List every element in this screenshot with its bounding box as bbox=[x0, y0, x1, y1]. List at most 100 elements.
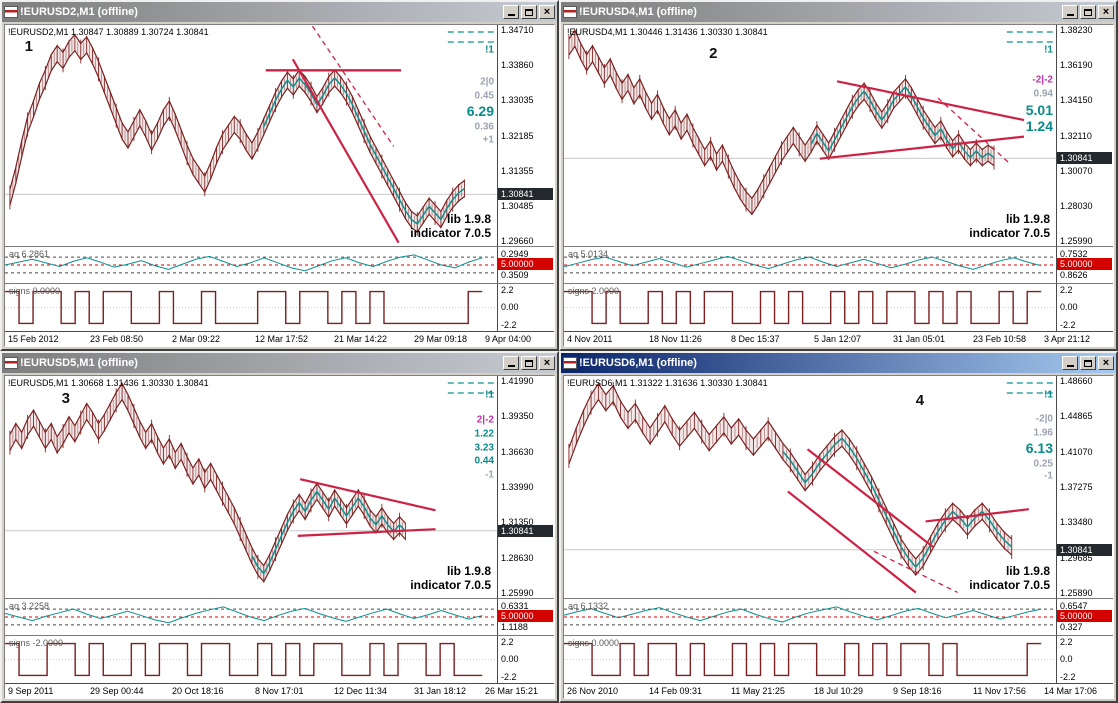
window-close-button[interactable]: × bbox=[539, 5, 555, 19]
maximize-icon bbox=[1084, 8, 1092, 16]
price-scale-label: 1.32110 bbox=[1060, 131, 1092, 141]
annotation-value: -1 bbox=[485, 469, 494, 481]
price-scale[interactable]: 1.30841 1.38230 1.36190 1.34150 1.32110 1.30… bbox=[1056, 25, 1113, 246]
price-scale-label: 1.33860 bbox=[501, 60, 534, 70]
signs-scale[interactable]: 2.2 0.00 -2.2 bbox=[1056, 283, 1113, 331]
price-scale-label: 1.36630 bbox=[501, 447, 534, 457]
window-close-button[interactable]: × bbox=[1098, 5, 1114, 19]
version-overlay: lib 1.9.8 indicator 7.0.5 bbox=[410, 564, 491, 592]
signs-scale-max: 2.2 bbox=[1060, 637, 1073, 647]
chart-number-marker: 4 bbox=[915, 391, 925, 409]
chart-area[interactable]: !EURUSD2,M1 1.30847 1.30889 1.30724 1.30… bbox=[4, 24, 555, 347]
window-minimize-button[interactable] bbox=[503, 5, 519, 19]
window-minimize-button[interactable] bbox=[503, 356, 519, 370]
window-maximize-button[interactable] bbox=[1080, 5, 1096, 19]
aq-scale[interactable]: 0.2949 5.00000 0.3509 bbox=[497, 246, 554, 283]
indicator-version: indicator 7.0.5 bbox=[410, 578, 491, 592]
time-axis[interactable]: 26 Nov 2010 14 Feb 09:31 11 May 21:25 18 Ju… bbox=[564, 683, 1113, 698]
aq-scale[interactable]: 0.6547 5.00000 0.327 bbox=[1056, 598, 1113, 635]
chart-area[interactable]: !EURUSD6,M1 1.31322 1.31636 1.30330 1.30… bbox=[563, 375, 1114, 699]
price-scale-label: 1.33035 bbox=[501, 95, 534, 105]
time-axis-label: 18 Nov 11:26 bbox=[649, 334, 702, 344]
window-title: !EURUSD4,M1 (offline) bbox=[579, 6, 697, 18]
window-maximize-button[interactable] bbox=[1080, 356, 1096, 370]
close-icon: × bbox=[1102, 356, 1110, 369]
annotation-value: !1 bbox=[485, 44, 494, 56]
chart-area[interactable]: !EURUSD5,M1 1.30668 1.31436 1.30330 1.30… bbox=[4, 375, 555, 699]
main-price-panel[interactable]: !EURUSD4,M1 1.30446 1.31436 1.30330 1.30… bbox=[564, 25, 1056, 246]
window-titlebar[interactable]: !EURUSD2,M1 (offline) × bbox=[2, 2, 557, 22]
price-scale-label: 1.33990 bbox=[501, 482, 534, 492]
offline-chart-icon bbox=[4, 6, 18, 18]
price-scale[interactable]: 1.30841 1.34710 1.33860 1.33035 1.32185 1.31… bbox=[497, 25, 554, 246]
annotation-value: 0.36 bbox=[474, 121, 494, 133]
window-title: !EURUSD5,M1 (offline) bbox=[20, 357, 138, 369]
window-close-button[interactable]: × bbox=[539, 356, 555, 370]
aq-indicator-label: aq 3.2258 bbox=[9, 601, 50, 611]
price-scale-label: 1.25890 bbox=[1060, 588, 1093, 598]
time-axis-label: 14 Feb 09:31 bbox=[649, 686, 703, 696]
window-minimize-button[interactable] bbox=[1062, 356, 1078, 370]
main-price-panel[interactable]: !EURUSD2,M1 1.30847 1.30889 1.30724 1.30… bbox=[5, 25, 497, 246]
price-scale-label: 1.38230 bbox=[1060, 25, 1093, 35]
indicator-version: indicator 7.0.5 bbox=[969, 226, 1050, 240]
price-scale-label: 1.28030 bbox=[1060, 201, 1093, 211]
aq-level-badge: 5.00000 bbox=[498, 610, 553, 622]
signs-scale[interactable]: 2.2 0.00 -2.2 bbox=[497, 635, 554, 683]
signs-scale-max: 2.2 bbox=[501, 285, 514, 295]
time-axis-label: 12 Dec 11:34 bbox=[334, 686, 387, 696]
main-price-panel[interactable]: !EURUSD6,M1 1.31322 1.31636 1.30330 1.30… bbox=[564, 376, 1056, 598]
time-axis[interactable]: 15 Feb 2012 23 Feb 08:50 2 Mar 09:22 12 Mar… bbox=[5, 331, 554, 346]
window-close-button[interactable]: × bbox=[1098, 356, 1114, 370]
signs-scale[interactable]: 2.2 0.0 -2.2 bbox=[1056, 635, 1113, 683]
maximize-icon bbox=[525, 8, 533, 16]
window-maximize-button[interactable] bbox=[521, 356, 537, 370]
aq-level-badge: 5.00000 bbox=[1057, 258, 1112, 270]
annotation-value: 2|0 bbox=[480, 76, 494, 88]
window-title: !EURUSD2,M1 (offline) bbox=[20, 6, 138, 18]
time-axis[interactable]: 4 Nov 2011 18 Nov 11:26 8 Dec 15:37 5 Jan 1… bbox=[564, 331, 1113, 346]
signs-scale[interactable]: 2.2 0.00 -2.2 bbox=[497, 283, 554, 331]
minimize-icon bbox=[507, 14, 515, 16]
aq-indicator-panel[interactable]: aq 5.0134 bbox=[564, 246, 1056, 283]
aq-indicator-panel[interactable]: aq 6.2861 bbox=[5, 246, 497, 283]
price-scale[interactable]: 1.30841 1.48660 1.44865 1.41070 1.37275 1.33… bbox=[1056, 376, 1113, 598]
indicator-version: indicator 7.0.5 bbox=[410, 226, 491, 240]
price-series-plot bbox=[564, 29, 1056, 216]
time-axis-label: 3 Apr 21:12 bbox=[1044, 334, 1091, 344]
signs-indicator-panel[interactable]: signs 2.0000 bbox=[564, 283, 1056, 331]
aq-level-badge: 5.00000 bbox=[1057, 610, 1112, 622]
window-titlebar[interactable]: !EURUSD5,M1 (offline) × bbox=[2, 353, 557, 373]
aq-scale[interactable]: 0.7532 5.00000 0.8626 bbox=[1056, 246, 1113, 283]
window-maximize-button[interactable] bbox=[521, 5, 537, 19]
aq-indicator-label: aq 6.2861 bbox=[9, 249, 50, 259]
aq-indicator-panel[interactable]: aq 6.1332 bbox=[564, 598, 1056, 635]
price-scale-label: 1.48660 bbox=[1060, 376, 1093, 386]
signs-scale-min: -2.2 bbox=[501, 672, 517, 682]
window-minimize-button[interactable] bbox=[1062, 5, 1078, 19]
signs-indicator-panel[interactable]: signs 0.0000 bbox=[5, 283, 497, 331]
price-scale[interactable]: 1.30841 1.41990 1.39350 1.36630 1.33990 1.31… bbox=[497, 376, 554, 598]
offline-chart-icon bbox=[4, 357, 18, 369]
price-scale-label: 1.37275 bbox=[1060, 482, 1093, 492]
window-titlebar[interactable]: !EURUSD6,M1 (offline) × bbox=[561, 353, 1116, 373]
signs-indicator-panel[interactable]: signs 0.0000 bbox=[564, 635, 1056, 683]
aq-indicator-panel[interactable]: aq 3.2258 bbox=[5, 598, 497, 635]
time-axis-label: 5 Jan 12:07 bbox=[814, 334, 862, 344]
indicator-version: indicator 7.0.5 bbox=[969, 578, 1050, 592]
time-axis-label: 9 Sep 2011 bbox=[8, 686, 54, 696]
minimize-icon bbox=[507, 365, 515, 367]
price-scale-label: 1.29685 bbox=[1060, 553, 1093, 563]
chart-number-marker: 1 bbox=[24, 38, 34, 56]
annotation-value: !1 bbox=[1044, 389, 1053, 401]
chart-area[interactable]: !EURUSD4,M1 1.30446 1.31436 1.30330 1.30… bbox=[563, 24, 1114, 347]
signs-indicator-panel[interactable]: signs -2.0000 bbox=[5, 635, 497, 683]
chart-number-marker: 2 bbox=[709, 44, 718, 62]
ohlc-readout: !EURUSD5,M1 1.30668 1.31436 1.30330 1.30… bbox=[8, 378, 209, 388]
lib-version: lib 1.9.8 bbox=[446, 564, 491, 578]
window-titlebar[interactable]: !EURUSD4,M1 (offline) × bbox=[561, 2, 1116, 22]
main-price-panel[interactable]: !EURUSD5,M1 1.30668 1.31436 1.30330 1.30… bbox=[5, 376, 497, 598]
price-scale-label: 1.32185 bbox=[501, 131, 534, 141]
aq-scale[interactable]: 0.6331 5.00000 1.1188 bbox=[497, 598, 554, 635]
time-axis[interactable]: 9 Sep 2011 29 Sep 00:44 20 Oct 18:16 8 Nov … bbox=[5, 683, 554, 698]
